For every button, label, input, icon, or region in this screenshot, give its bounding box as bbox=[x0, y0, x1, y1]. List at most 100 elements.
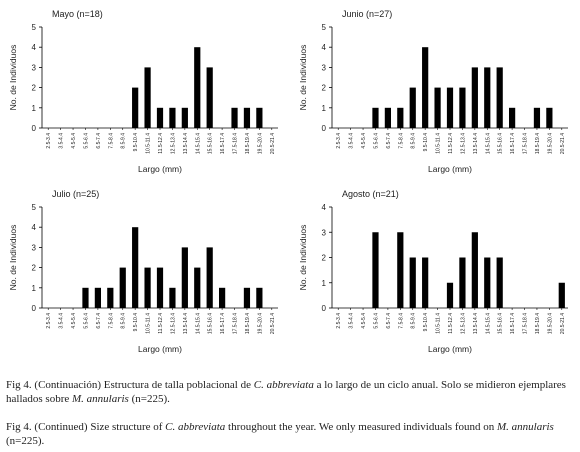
x-tick-label: 17.5-18.4 bbox=[233, 133, 239, 154]
x-tick-label: 11.5-12.4 bbox=[448, 313, 454, 334]
y-axis-label: No. de Individuos bbox=[298, 45, 308, 111]
y-axis-label: No. de Individuos bbox=[298, 225, 308, 291]
y-tick-label: 4 bbox=[32, 223, 37, 232]
x-tick-label: 7.5-8.4 bbox=[398, 313, 404, 329]
y-tick-label: 3 bbox=[32, 63, 37, 72]
bar bbox=[496, 67, 503, 128]
caption-species: M. annularis bbox=[497, 421, 554, 433]
x-tick-label: 7.5-8.4 bbox=[398, 133, 404, 149]
bar bbox=[181, 247, 188, 308]
y-tick-label: 2 bbox=[32, 84, 37, 93]
x-tick-label: 17.5-18.4 bbox=[523, 313, 529, 334]
bar bbox=[459, 257, 466, 308]
chart-title: Junio (n=27) bbox=[342, 9, 392, 19]
x-axis-label: Largo (mm) bbox=[138, 344, 182, 354]
x-tick-label: 2.5-3.4 bbox=[46, 313, 52, 329]
bar bbox=[496, 257, 503, 308]
x-tick-label: 3.5-4.4 bbox=[349, 313, 355, 329]
x-tick-label: 9.5-10.4 bbox=[423, 133, 429, 152]
bar bbox=[533, 107, 541, 128]
x-tick-label: 3.5-4.4 bbox=[59, 133, 65, 149]
caption-text: Fig 4. (Continuación) Estructura de tall… bbox=[6, 379, 254, 391]
x-axis-label: Largo (mm) bbox=[138, 164, 182, 174]
bar bbox=[471, 67, 478, 128]
x-tick-label: 16.5-17.4 bbox=[510, 133, 516, 154]
bar bbox=[422, 257, 429, 308]
x-tick-label: 15.5-16.4 bbox=[208, 133, 214, 154]
bar bbox=[119, 267, 126, 308]
bar bbox=[409, 257, 416, 308]
bar bbox=[409, 87, 416, 128]
x-tick-label: 14.5-15.4 bbox=[485, 313, 491, 334]
bar bbox=[94, 287, 101, 308]
x-tick-label: 10.5-11.4 bbox=[146, 133, 152, 154]
x-tick-label: 8.5-9.4 bbox=[121, 313, 127, 329]
x-tick-label: 9.5-10.4 bbox=[133, 313, 139, 332]
x-tick-label: 10.5-11.4 bbox=[436, 313, 442, 334]
bar bbox=[206, 247, 213, 308]
x-tick-label: 19.5-20.4 bbox=[547, 133, 553, 154]
bar bbox=[156, 267, 164, 308]
caption-species: M. annularis bbox=[71, 393, 129, 405]
x-tick-label: 15.5-16.4 bbox=[208, 313, 214, 334]
x-tick-label: 5.5-6.4 bbox=[83, 313, 89, 329]
bar bbox=[558, 282, 565, 308]
bar bbox=[219, 287, 226, 308]
bar bbox=[372, 107, 379, 128]
y-tick-label: 1 bbox=[32, 104, 37, 113]
y-tick-label: 0 bbox=[32, 304, 37, 313]
bar bbox=[132, 87, 139, 128]
bar bbox=[256, 107, 263, 128]
caption-en: Fig 4. (Continued) Size structure of C. … bbox=[6, 420, 576, 448]
y-tick-label: 4 bbox=[322, 203, 327, 212]
y-tick-label: 1 bbox=[322, 279, 327, 288]
bar bbox=[459, 87, 466, 128]
chart-title: Agosto (n=21) bbox=[342, 189, 399, 199]
x-tick-label: 9.5-10.4 bbox=[133, 133, 139, 152]
bar bbox=[144, 267, 151, 308]
x-tick-label: 2.5-3.4 bbox=[46, 133, 52, 149]
x-tick-label: 18.5-19.4 bbox=[245, 313, 251, 334]
y-tick-label: 2 bbox=[322, 254, 327, 263]
y-tick-label: 0 bbox=[32, 124, 37, 133]
x-tick-label: 12.5-13.4 bbox=[170, 133, 176, 154]
bar bbox=[156, 107, 164, 128]
x-tick-label: 13.5-14.4 bbox=[183, 133, 189, 154]
bar bbox=[144, 67, 151, 128]
x-tick-label: 14.5-15.4 bbox=[485, 133, 491, 154]
x-tick-label: 12.5-13.4 bbox=[170, 313, 176, 334]
x-tick-label: 12.5-13.4 bbox=[460, 313, 466, 334]
bar bbox=[484, 67, 491, 128]
x-tick-label: 7.5-8.4 bbox=[108, 133, 114, 149]
x-tick-label: 12.5-13.4 bbox=[460, 133, 466, 154]
x-tick-label: 18.5-19.4 bbox=[535, 313, 541, 334]
bar bbox=[107, 287, 114, 308]
bar bbox=[546, 107, 553, 128]
y-tick-label: 5 bbox=[32, 23, 37, 32]
x-tick-label: 3.5-4.4 bbox=[349, 133, 355, 149]
y-tick-label: 0 bbox=[322, 124, 327, 133]
x-tick-label: 16.5-17.4 bbox=[220, 313, 226, 334]
y-tick-label: 2 bbox=[322, 84, 327, 93]
bar bbox=[169, 287, 176, 308]
x-tick-label: 5.5-6.4 bbox=[83, 133, 89, 149]
bar bbox=[243, 107, 251, 128]
caption-es: Fig 4. (Continuación) Estructura de tall… bbox=[6, 378, 576, 406]
bar bbox=[434, 87, 441, 128]
x-tick-label: 19.5-20.4 bbox=[257, 133, 263, 154]
bar bbox=[509, 107, 516, 128]
x-tick-label: 2.5-3.4 bbox=[336, 313, 342, 329]
x-tick-label: 14.5-15.4 bbox=[195, 313, 201, 334]
caption-text: (n=225). bbox=[128, 393, 170, 405]
bar bbox=[243, 287, 251, 308]
x-tick-label: 17.5-18.4 bbox=[233, 313, 239, 334]
y-tick-label: 5 bbox=[32, 203, 37, 212]
bar bbox=[372, 232, 379, 308]
x-tick-label: 6.5-7.4 bbox=[386, 313, 392, 329]
bar bbox=[256, 287, 263, 308]
x-tick-label: 13.5-14.4 bbox=[183, 313, 189, 334]
y-tick-label: 1 bbox=[32, 284, 37, 293]
bar bbox=[471, 232, 478, 308]
bar bbox=[169, 107, 176, 128]
y-tick-label: 4 bbox=[32, 43, 37, 52]
